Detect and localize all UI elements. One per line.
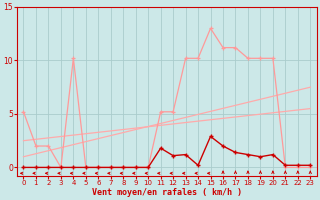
X-axis label: Vent moyen/en rafales ( km/h ): Vent moyen/en rafales ( km/h ) bbox=[92, 188, 242, 197]
